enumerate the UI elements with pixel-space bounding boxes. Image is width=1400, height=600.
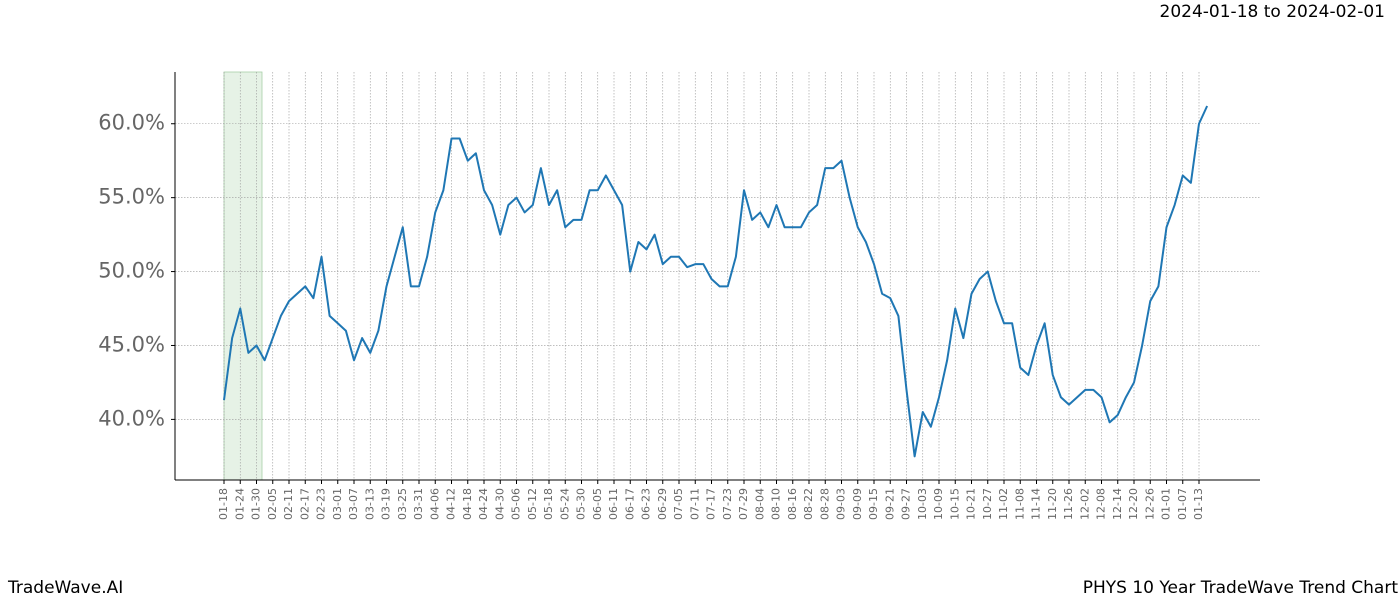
x-tick-label: 12-14 <box>1111 488 1124 520</box>
chart-title: 2024-01-18 to 2024-02-01 <box>1160 2 1385 22</box>
x-tick-label: 11-14 <box>1030 488 1043 520</box>
x-tick-label: 02-05 <box>266 488 279 520</box>
x-tick-label: 09-09 <box>851 488 864 520</box>
y-tick-label: 60.0% <box>98 111 165 135</box>
x-tick-label: 01-30 <box>250 488 263 520</box>
x-tick-label: 01-13 <box>1192 488 1205 520</box>
x-tick-label: 02-11 <box>282 488 295 520</box>
y-tick-label: 55.0% <box>98 185 165 209</box>
x-tick-label: 08-22 <box>802 488 815 520</box>
x-tick-label: 10-21 <box>965 488 978 520</box>
x-tick-label: 07-11 <box>688 488 701 520</box>
x-tick-label: 10-09 <box>932 488 945 520</box>
x-tick-label: 06-29 <box>656 488 669 520</box>
x-tick-label: 12-02 <box>1078 488 1091 520</box>
x-tick-label: 12-20 <box>1127 488 1140 520</box>
x-tick-label: 02-23 <box>315 488 328 520</box>
x-tick-label: 07-05 <box>672 488 685 520</box>
x-tick-label: 04-30 <box>493 488 506 520</box>
x-tick-label: 11-20 <box>1046 488 1059 520</box>
y-tick-label: 40.0% <box>98 406 165 430</box>
x-tick-label: 07-23 <box>721 488 734 520</box>
plot <box>223 105 1209 458</box>
x-tick-label: 03-07 <box>347 488 360 520</box>
footer-left: TradeWave.AI <box>7 578 123 598</box>
x-tick-label: 06-17 <box>623 488 636 520</box>
x-tick-label: 09-27 <box>900 488 913 520</box>
x-tick-label: 12-08 <box>1095 488 1108 520</box>
x-tick-label: 11-08 <box>1013 488 1026 520</box>
x-tick-label: 11-26 <box>1062 488 1075 520</box>
x-tick-label: 05-24 <box>558 488 571 520</box>
x-tick-label: 04-06 <box>428 488 441 520</box>
x-tick-label: 05-30 <box>575 488 588 520</box>
x-tick-label: 01-24 <box>233 488 246 520</box>
footer-right: PHYS 10 Year TradeWave Trend Chart <box>1083 578 1399 598</box>
x-tick-label: 08-28 <box>818 488 831 520</box>
x-tick-label: 05-12 <box>526 488 539 520</box>
x-tick-label: 12-26 <box>1143 488 1156 520</box>
x-tick-label: 01-18 <box>217 488 230 520</box>
x-tick-label: 07-17 <box>705 488 718 520</box>
x-tick-label: 08-16 <box>786 488 799 520</box>
x-tick-label: 03-13 <box>363 488 376 520</box>
x-tick-label: 09-03 <box>835 488 848 520</box>
x-tick-label: 05-18 <box>542 488 555 520</box>
x-tick-label: 06-11 <box>607 488 620 520</box>
x-tick-label: 06-05 <box>591 488 604 520</box>
x-tick-label: 07-29 <box>737 488 750 520</box>
y-tick-label: 45.0% <box>98 332 165 356</box>
highlight-range <box>223 71 263 481</box>
x-tick-label: 08-10 <box>770 488 783 520</box>
x-tick-label: 11-02 <box>997 488 1010 520</box>
x-tick-label: 04-12 <box>445 488 458 520</box>
line <box>223 105 1209 458</box>
x-tick-label: 03-31 <box>412 488 425 520</box>
x-tick-label: 03-01 <box>331 488 344 520</box>
x-tick-label: 03-25 <box>396 488 409 520</box>
grid <box>175 72 1260 480</box>
x-tick-label: 08-04 <box>753 488 766 520</box>
x-tick-label: 10-03 <box>916 488 929 520</box>
x-tick-label: 10-27 <box>981 488 994 520</box>
x-tick-label: 04-18 <box>461 488 474 520</box>
y-tick-label: 50.0% <box>98 259 165 283</box>
x-tick-label: 09-21 <box>883 488 896 520</box>
x-tick-label: 04-24 <box>477 488 490 520</box>
x-tick-label: 10-15 <box>948 488 961 520</box>
x-tick-label: 03-19 <box>380 488 393 520</box>
x-tick-label: 06-23 <box>640 488 653 520</box>
x-tick-label: 01-07 <box>1176 488 1189 520</box>
x-tick-label: 02-17 <box>298 488 311 520</box>
x-tick-label: 05-06 <box>510 488 523 520</box>
x-tick-label: 01-01 <box>1160 488 1173 520</box>
x-tick-label: 09-15 <box>867 488 880 520</box>
